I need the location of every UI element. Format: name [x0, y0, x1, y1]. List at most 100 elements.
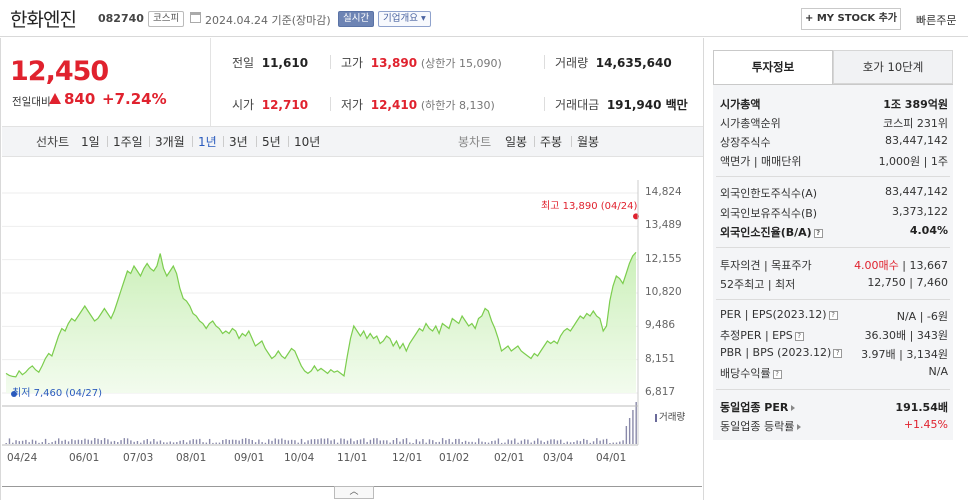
volume-bar: [264, 442, 267, 444]
volume-bar: [530, 442, 532, 444]
stock-code: 082740: [98, 12, 144, 25]
volume-bar: [596, 438, 598, 444]
price-chart[interactable]: [2, 160, 702, 500]
volume-bar: [74, 440, 76, 444]
help-icon[interactable]: ?: [794, 331, 804, 341]
volume-bar: [366, 441, 368, 444]
volume-bar: [146, 439, 148, 444]
period-tab[interactable]: 1주일: [113, 135, 143, 149]
volume-bar: [117, 441, 119, 444]
volume-bar: [192, 439, 194, 444]
y-tick-label: 8,151: [645, 352, 676, 365]
low-marker: [11, 391, 17, 397]
info-row: 동일업종 PER 191.54배: [720, 401, 948, 414]
period-tab[interactable]: 3개월: [155, 135, 185, 149]
volume-bar: [579, 441, 582, 444]
help-icon[interactable]: ?: [833, 348, 843, 358]
volume-bar: [474, 442, 477, 444]
volume-bar: [412, 442, 414, 444]
volume-bar: [231, 439, 234, 444]
volume-bar: [550, 439, 552, 444]
volume-bar: [615, 442, 618, 444]
volume-bar: [225, 439, 227, 444]
period-tab[interactable]: 1년: [198, 135, 217, 149]
period-tab[interactable]: 5년: [262, 135, 281, 149]
change-percent: +7.24%: [102, 90, 167, 108]
y-tick-label: 13,489: [645, 219, 682, 232]
caret-right-icon[interactable]: [791, 405, 796, 411]
help-icon[interactable]: ?: [828, 310, 838, 320]
expand-handle[interactable]: ︿: [334, 486, 374, 499]
volume-bar: [471, 441, 473, 444]
volume-bar: [258, 439, 260, 444]
info-row: 시가총액순위 코스피 231위: [720, 117, 948, 130]
volume-bar: [310, 439, 313, 444]
price-summary-box: [210, 38, 704, 126]
volume-bar: [25, 439, 27, 444]
help-icon[interactable]: ?: [813, 228, 823, 238]
my-stock-add-button[interactable]: + MY STOCK 추가: [801, 8, 901, 30]
volume-bar: [379, 440, 381, 444]
x-tick-label: 04/01: [596, 452, 627, 464]
candle-tab[interactable]: 일봉: [505, 135, 528, 149]
volume-bar: [38, 442, 40, 444]
volume-bar: [153, 439, 155, 444]
volume-bar: [179, 440, 181, 444]
volume-bar: [359, 439, 362, 444]
volume-bar: [533, 440, 536, 444]
volume-bar: [185, 442, 188, 444]
tab-orderbook[interactable]: 호가 10단계: [833, 50, 953, 84]
volume-bar: [333, 439, 336, 444]
volume-bar: [169, 441, 171, 444]
volume-bar: [320, 438, 322, 444]
info-row: PBR | BPS (2023.12)? 3.97배 | 3,134원: [720, 346, 948, 361]
volume-bar: [297, 442, 299, 444]
x-tick-label: 06/01: [69, 452, 100, 464]
volume-bar: [432, 440, 434, 444]
period-tab[interactable]: 3년: [229, 135, 248, 149]
volume-bar: [287, 440, 290, 444]
tab-invest-info[interactable]: 투자정보: [713, 50, 833, 84]
volume-bar: [238, 440, 240, 444]
volume-bar: [64, 439, 66, 444]
realtime-button[interactable]: 실시간: [338, 11, 375, 27]
volume-bar: [500, 442, 503, 444]
volume-bar: [15, 440, 17, 444]
chart-tabs-bar: [2, 126, 703, 157]
volume-bar: [346, 440, 349, 444]
candle-tab[interactable]: 주봉: [540, 135, 563, 149]
corp-info-dropdown[interactable]: 기업개요 ▾: [378, 11, 431, 27]
volume-bar: [218, 442, 221, 444]
help-icon[interactable]: ?: [772, 369, 782, 379]
volume-bar: [586, 439, 588, 444]
volume-bar: [130, 440, 132, 444]
volume-legend: 거래량: [655, 409, 685, 423]
volume-bar: [369, 439, 372, 444]
caret-right-icon[interactable]: [797, 424, 802, 430]
volume-bar: [61, 440, 63, 444]
volume-bar: [409, 442, 411, 444]
volume-bar: [599, 440, 601, 444]
y-tick-label: 12,155: [645, 252, 682, 265]
quick-order-button[interactable]: 빠른주문: [916, 14, 957, 27]
period-tab[interactable]: 1일: [81, 135, 100, 149]
trade-amount: 거래대금 191,940 백만: [555, 98, 688, 112]
volume-bar: [632, 410, 634, 444]
x-tick-label: 08/01: [176, 452, 207, 464]
volume-bar: [222, 440, 224, 444]
volume-bar: [166, 442, 168, 444]
volume-bar: [97, 438, 99, 444]
info-row: 외국인보유주식수(B) 3,373,122: [720, 205, 948, 220]
candle-tab[interactable]: 월봉: [577, 135, 600, 149]
volume-bar: [143, 440, 145, 444]
volume-bar: [71, 439, 73, 444]
period-tab[interactable]: 10년: [294, 135, 321, 149]
volume-bar: [268, 439, 270, 444]
volume-bar: [438, 441, 441, 444]
volume-bar: [28, 442, 30, 444]
volume-bar: [274, 438, 276, 444]
volume-bar: [405, 438, 408, 444]
y-tick-label: 10,820: [645, 286, 682, 298]
x-tick-label: 04/24: [7, 452, 38, 464]
volume-bar: [300, 438, 303, 444]
